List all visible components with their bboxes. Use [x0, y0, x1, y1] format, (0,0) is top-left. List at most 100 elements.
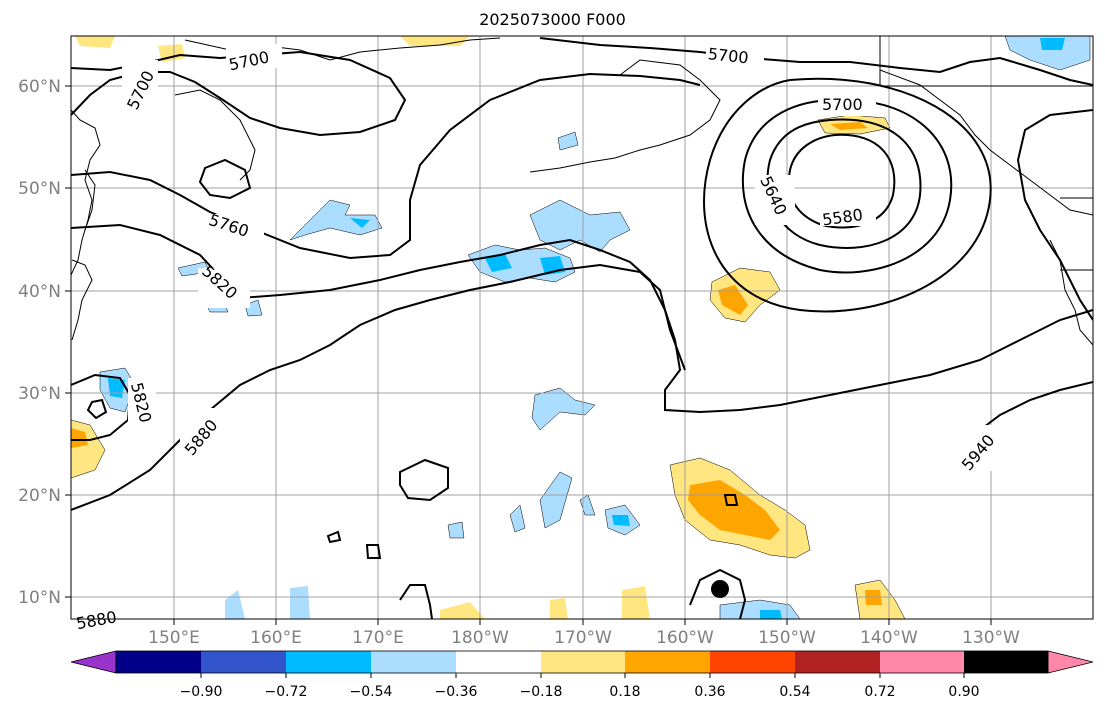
- colorbar-label: −0.18: [520, 684, 563, 700]
- tick-marks: [65, 85, 992, 625]
- coastline-japan: [71, 259, 93, 341]
- anomaly-positive-patch: [75, 36, 115, 48]
- anomaly-negative-patch: [225, 590, 245, 619]
- contour-labels: 5700 5700 5700 5700 5760 5820 5820 5880 …: [72, 44, 1003, 633]
- anomaly-negative-patch: [447, 521, 465, 539]
- colorbar-label: 0.18: [609, 684, 640, 700]
- coastline-sakhalin: [84, 169, 96, 231]
- colorbar-segment: [116, 651, 201, 673]
- colorbar-label: −0.90: [180, 684, 223, 700]
- anomaly-positive-patch: [71, 428, 88, 448]
- colorbar-segment: [880, 651, 964, 673]
- colorbar-segment: [286, 651, 371, 673]
- colorbar-label: 0.54: [779, 684, 810, 700]
- colorbar-outline: [115, 650, 1049, 674]
- coastline-alaska: [529, 59, 721, 173]
- contour-small-2: [198, 158, 252, 200]
- contour-low-3: [766, 118, 922, 249]
- colorbar-segment: [201, 651, 286, 673]
- colorbar-segment: [371, 651, 456, 673]
- anomaly-positive-patch: [622, 586, 650, 619]
- marker-dot: [711, 580, 729, 598]
- colorbar-extend-min: [70, 650, 117, 674]
- anomaly-negative-patch: [539, 471, 573, 529]
- lat-labels: 60°N 50°N 40°N 30°N 20°N 10°N: [18, 77, 61, 608]
- colorbar-ticks: [200, 673, 965, 678]
- contour-small-8: [723, 494, 739, 506]
- contour-small-5: [326, 530, 342, 544]
- anomaly-negative-patch: [485, 254, 512, 272]
- contour-small-1: [86, 398, 108, 420]
- contour-5760: [71, 72, 701, 260]
- lat-label: 20°N: [18, 486, 61, 506]
- colorbar-label: −0.54: [350, 684, 393, 700]
- contour-label: 5700: [822, 95, 863, 114]
- contour-small-7: [689, 568, 747, 619]
- anomaly-negative-patch: [531, 387, 596, 431]
- anomaly-positive-patch: [158, 44, 185, 62]
- colorbar-label: 0.36: [694, 684, 725, 700]
- anomaly-negative-patch: [760, 610, 782, 619]
- colorbar-segment: [625, 651, 710, 673]
- colorbar: −0.90 −0.72 −0.54 −0.36 −0.18 0.18 0.36 …: [70, 650, 1094, 700]
- lon-label: 160°W: [656, 628, 714, 648]
- contour-small-6: [399, 584, 433, 619]
- anomaly-positive-patch: [830, 122, 868, 130]
- lon-label: 150°W: [758, 628, 816, 648]
- coastline-alaska-panhandle: [879, 69, 1093, 216]
- colorbar-extend-max: [1047, 650, 1094, 674]
- colorbar-label: 0.90: [948, 684, 979, 700]
- grid-lines: [71, 36, 1093, 619]
- lat-label: 60°N: [18, 77, 61, 97]
- contour-label: 5700: [707, 44, 749, 67]
- lon-label: 180°W: [451, 628, 509, 648]
- anomaly-positive-patch: [440, 602, 485, 619]
- anomaly-negative-patch: [289, 199, 383, 241]
- colorbar-label: −0.72: [265, 684, 308, 700]
- anomaly-negative-patch: [579, 494, 596, 516]
- lat-label: 10°N: [18, 588, 61, 608]
- contour-low-2: [741, 98, 953, 274]
- lon-labels: 150°E 160°E 170°E 180°W 170°W 160°W 150°…: [148, 628, 1020, 648]
- anomaly-positive-patch: [400, 36, 470, 46]
- lon-label: 150°E: [148, 628, 200, 648]
- lon-label: 140°W: [860, 628, 918, 648]
- lat-label: 40°N: [18, 282, 61, 302]
- lat-label: 30°N: [18, 384, 61, 404]
- anomaly-negative-patch: [290, 586, 310, 619]
- anomaly-positive-patch: [709, 267, 781, 323]
- contour-small-3: [399, 458, 449, 502]
- anomaly-negative-patch: [350, 218, 370, 228]
- colorbar-segment: [964, 651, 1048, 673]
- colorbar-label: 0.72: [864, 684, 895, 700]
- lon-label: 130°W: [962, 628, 1020, 648]
- contour-5700-north: [539, 37, 1093, 86]
- height-contours: [71, 37, 1093, 619]
- lon-label: 170°W: [554, 628, 612, 648]
- colorbar-segment: [795, 651, 880, 673]
- colorbar-segment: [541, 651, 625, 673]
- contour-low-outer: [703, 77, 992, 313]
- colorbar-segment: [456, 651, 541, 673]
- anomaly-negative-patch: [557, 131, 579, 151]
- anomaly-positive-patch: [718, 285, 748, 315]
- coastline-kamchatka: [174, 89, 256, 181]
- contour-5820-east: [1016, 109, 1093, 321]
- anomaly-negative-patch: [529, 199, 631, 253]
- colorbar-segment: [710, 651, 795, 673]
- lat-label: 50°N: [18, 179, 61, 199]
- lon-label: 160°E: [250, 628, 302, 648]
- anomaly-negative-patch: [509, 504, 526, 533]
- anomaly-shading: [71, 36, 1091, 619]
- anomaly-negative-patch: [1040, 38, 1065, 50]
- map-title: 2025073000 F000: [479, 10, 626, 29]
- colorbar-label: −0.36: [435, 684, 478, 700]
- anomaly-negative-patch: [612, 515, 630, 526]
- coastline-asia: [71, 109, 101, 276]
- anomaly-positive-patch: [71, 419, 106, 479]
- map-frame: [70, 35, 1094, 620]
- contour-small-4: [365, 544, 382, 559]
- anomaly-negative-patch: [1004, 36, 1091, 71]
- lon-label: 170°E: [352, 628, 404, 648]
